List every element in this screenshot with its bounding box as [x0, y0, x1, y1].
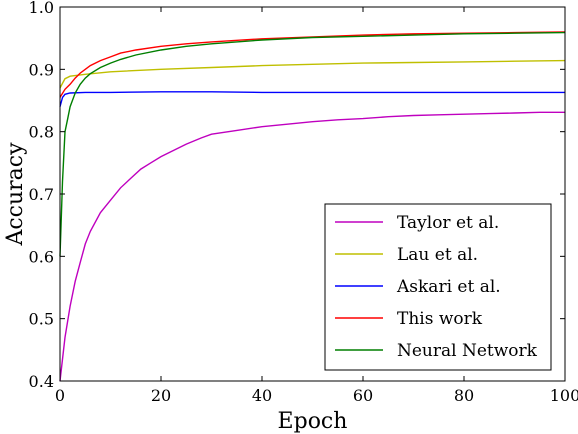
x-tick-label: 0 [55, 386, 65, 405]
x-tick-label: 40 [252, 386, 272, 405]
x-axis-label: Epoch [278, 409, 348, 434]
y-tick-label: 0.8 [29, 123, 54, 142]
series-layer [59, 31, 566, 382]
legend-box [324, 203, 552, 371]
legend-label: This work [397, 309, 483, 329]
legend-item: Askari et al. [335, 277, 501, 297]
legend-label: Askari et al. [396, 277, 501, 297]
legend-item: Neural Network [335, 341, 538, 361]
series-line-5 [59, 31, 566, 257]
x-tick-label: 100 [550, 386, 578, 405]
legend-item: Taylor et al. [335, 213, 499, 233]
legend-item: This work [335, 309, 483, 329]
x-tick-label: 20 [151, 386, 171, 405]
legend: Taylor et al. Lau et al. Askari et al. This… [324, 203, 552, 371]
legend-label: Lau et al. [397, 245, 478, 265]
series-line-3 [59, 91, 565, 107]
legend-label: Taylor et al. [397, 213, 499, 233]
x-tick-label: 60 [353, 386, 373, 405]
y-tick-label: 0.4 [29, 372, 54, 391]
y-tick-label: 0.5 [29, 310, 54, 329]
series-line-1 [59, 111, 565, 382]
legend-label: Neural Network [397, 341, 538, 361]
y-tick-label: 0.9 [29, 60, 54, 79]
y-tick-label: 0.7 [29, 185, 54, 204]
x-tick-label: 80 [454, 386, 474, 405]
y-axis-label: Accuracy [3, 142, 28, 247]
y-tick-label: 1.0 [29, 0, 54, 17]
series-line-2 [59, 59, 566, 89]
legend-item: Lau et al. [335, 245, 478, 265]
ticks-layer: 0 20 40 60 80 100 0.4 0.5 0.6 0.7 0.8 0.9 1.0 [29, 0, 578, 405]
y-tick-label: 0.6 [29, 247, 54, 266]
series-line-4 [59, 31, 566, 98]
